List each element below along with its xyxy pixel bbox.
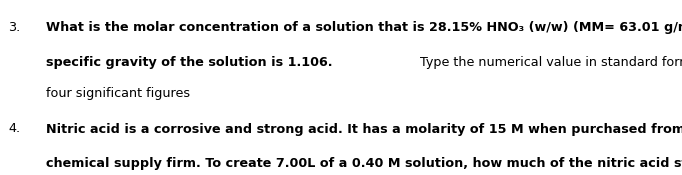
Text: Type the numerical value in standard form with unit (: Type the numerical value in standard for…: [416, 56, 682, 69]
Text: four significant figures: four significant figures: [46, 88, 190, 100]
Text: specific gravity of the solution is 1.106.: specific gravity of the solution is 1.10…: [46, 56, 333, 69]
Text: What is the molar concentration of a solution that is 28.15% HNO₃ (w/w) (MM= 63.: What is the molar concentration of a sol…: [46, 21, 682, 34]
Text: Nitric acid is a corrosive and strong acid. It has a molarity of 15 M when purch: Nitric acid is a corrosive and strong ac…: [46, 122, 682, 135]
Text: 4.: 4.: [8, 122, 20, 135]
Text: chemical supply firm. To create 7.00L of a 0.40 M solution, how much of the nitr: chemical supply firm. To create 7.00L of…: [46, 158, 682, 170]
Text: 3.: 3.: [8, 21, 20, 34]
